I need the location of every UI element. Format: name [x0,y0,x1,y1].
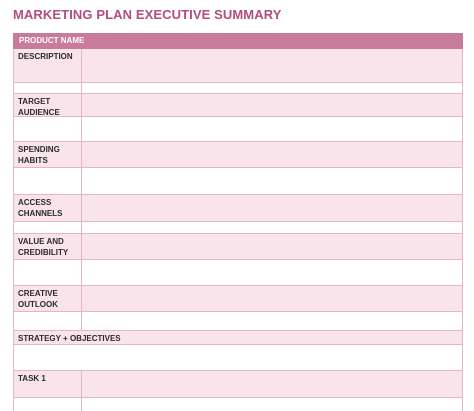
target-audience-field[interactable] [82,94,462,116]
strategy-objectives-label: STRATEGY + OBJECTIVES [18,334,121,343]
task-1-label: TASK 1 [18,374,46,383]
value-credibility-field-2[interactable] [82,260,462,285]
task-1-row: TASK 1 [13,371,463,398]
product-name-header-row: PRODUCT NAME [13,33,463,49]
creative-outlook-spacer-row [13,312,463,331]
value-credibility-row: VALUE AND CREDIBILITY [13,234,463,260]
strategy-objectives-row: STRATEGY + OBJECTIVES [13,331,463,345]
spending-habits-field-2[interactable] [82,168,462,194]
description-field[interactable] [82,49,462,82]
strategy-objectives-field-row [13,345,463,371]
task-1-field[interactable] [82,371,462,397]
summary-table: PRODUCT NAME DESCRIPTION TARGET AUDIENCE… [13,33,463,411]
creative-outlook-label-cell: CREATIVE OUTLOOK [14,286,82,311]
access-channels-label-cell: ACCESS CHANNELS [14,195,82,221]
spending-habits-label-cell: SPENDING HABITS [14,142,82,167]
creative-outlook-field[interactable] [82,286,462,311]
value-credibility-spacer-row [13,260,463,286]
description-label: DESCRIPTION [18,52,73,61]
value-credibility-label-cell: VALUE AND CREDIBILITY [14,234,82,259]
target-audience-row: TARGET AUDIENCE [13,94,463,117]
access-channels-row: ACCESS CHANNELS [13,195,463,222]
description-field-2[interactable] [82,83,462,93]
product-name-label: PRODUCT NAME [19,36,85,45]
description-row: DESCRIPTION [13,49,463,83]
access-channels-field[interactable] [82,195,462,221]
strategy-objectives-field[interactable] [14,345,462,370]
description-spacer-row [13,83,463,94]
spending-habits-field[interactable] [82,142,462,167]
access-channels-label: ACCESS CHANNELS [18,198,63,218]
spending-habits-label: SPENDING HABITS [18,145,60,165]
creative-outlook-field-2[interactable] [82,312,462,330]
target-audience-label-cell: TARGET AUDIENCE [14,94,82,117]
value-credibility-field[interactable] [82,234,462,259]
strategy-objectives-label-cell: STRATEGY + OBJECTIVES [14,331,121,344]
access-channels-spacer-row [13,222,463,234]
access-channels-field-2[interactable] [82,222,462,233]
task-1-label-cell: TASK 1 [14,371,82,397]
value-credibility-label: VALUE AND CREDIBILITY [18,237,69,257]
document-title: MARKETING PLAN EXECUTIVE SUMMARY [13,7,282,22]
target-audience-label: TARGET AUDIENCE [18,97,60,117]
target-audience-field-2[interactable] [82,117,462,141]
spending-habits-spacer-row [13,168,463,195]
target-audience-spacer-row [13,117,463,142]
task-1-field-2[interactable] [82,398,462,411]
description-label-cell: DESCRIPTION [14,49,82,82]
task-1-spacer-row [13,398,463,411]
spending-habits-row: SPENDING HABITS [13,142,463,168]
creative-outlook-label: CREATIVE OUTLOOK [18,289,58,309]
creative-outlook-row: CREATIVE OUTLOOK [13,286,463,312]
